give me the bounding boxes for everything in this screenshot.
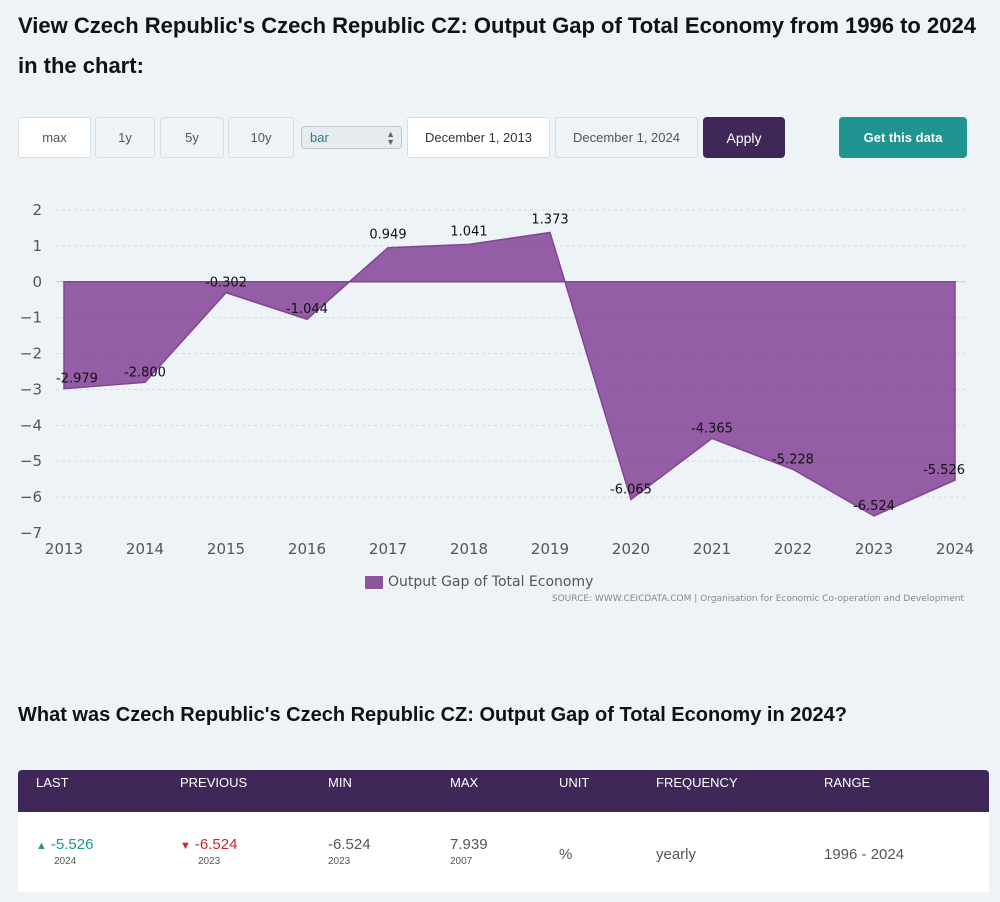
x-tick-label: 2021 xyxy=(693,540,731,558)
y-tick-label: −2 xyxy=(20,345,42,363)
header-last: LAST xyxy=(36,775,69,790)
range-max-button[interactable]: max xyxy=(18,117,91,158)
start-date-input[interactable]: December 1, 2013 xyxy=(407,117,550,158)
chart-x-axis: 2013 2014 2015 2016 2017 2018 2019 2020 2021 2022… xyxy=(45,540,974,558)
x-tick-label: 2019 xyxy=(531,540,569,558)
chart-plot: 210−1−2−3−4−5−6−7 2013 2014 2015 2016 2017 20… xyxy=(20,201,974,558)
x-tick-label: 2013 xyxy=(45,540,83,558)
chart-legend[interactable]: Output Gap of Total Economy xyxy=(365,574,593,590)
x-tick-label: 2014 xyxy=(126,540,164,558)
y-tick-label: −1 xyxy=(20,309,42,327)
stat-previous: ▼ -6.524 2023 xyxy=(180,836,238,867)
y-tick-label: −6 xyxy=(20,488,42,506)
data-label: -2.979 xyxy=(56,372,98,387)
chart-y-axis: 2 1 0 −1 −2 −3 −4 −5 −6 −7 xyxy=(20,201,42,542)
x-tick-label: 2023 xyxy=(855,540,893,558)
output-gap-chart: 2 1 0 −1 −2 −3 −4 −5 −6 −7 2013 2014 2015 2016 2017 20… xyxy=(0,190,1000,620)
range-10y-button[interactable]: 10y xyxy=(228,117,294,158)
stat-last: ▲ -5.526 2024 xyxy=(36,836,94,867)
y-tick-label: −7 xyxy=(20,524,42,542)
series-area-output-gap[interactable] xyxy=(63,231,956,517)
stat-frequency: yearly xyxy=(656,846,697,863)
apply-button[interactable]: Apply xyxy=(703,117,785,158)
data-label: 1.041 xyxy=(450,224,487,239)
y-tick-label: −4 xyxy=(20,416,42,434)
y-tick-label: 1 xyxy=(32,237,42,255)
chart-type-select[interactable]: bar ▲ ▼ xyxy=(301,126,402,149)
header-range: RANGE xyxy=(824,775,871,790)
header-min: MIN xyxy=(328,775,352,790)
chart-type-select-value: bar xyxy=(310,130,329,145)
data-label: -2.800 xyxy=(124,365,166,380)
data-label: -6.524 xyxy=(853,499,895,514)
header-max: MAX xyxy=(450,775,479,790)
data-label: -4.365 xyxy=(691,421,733,436)
up-arrow-icon: ▲ xyxy=(36,840,47,852)
y-tick-label: 0 xyxy=(32,273,42,291)
data-label: -6.065 xyxy=(610,482,652,497)
header-previous: PREVIOUS xyxy=(180,775,248,790)
select-arrows-icon: ▲ ▼ xyxy=(386,128,395,147)
data-label: -5.228 xyxy=(772,452,814,467)
down-arrow-icon: ▼ xyxy=(180,840,191,852)
header-frequency: FREQUENCY xyxy=(656,775,738,790)
stats-row: ▲ -5.526 2024 ▼ -6.524 2023 -6.524 2023 7.… xyxy=(18,812,989,892)
stat-max: 7.939 2007 xyxy=(450,836,488,867)
end-date-input[interactable]: December 1, 2024 xyxy=(555,117,698,158)
data-label: -1.044 xyxy=(286,302,328,317)
chart-data-labels: -2.979 -2.800 -0.302 -1.044 0.949 1.041 1.373 -… xyxy=(56,213,965,514)
data-label: -5.526 xyxy=(923,463,965,478)
x-tick-label: 2018 xyxy=(450,540,488,558)
x-tick-label: 2020 xyxy=(612,540,650,558)
stat-min: -6.524 2023 xyxy=(328,836,371,867)
x-tick-label: 2024 xyxy=(936,540,974,558)
chart-controls: max 1y 5y 10y bar ▲ ▼ December 1, 2013 De… xyxy=(18,117,978,159)
range-5y-button[interactable]: 5y xyxy=(160,117,224,158)
data-label: 1.373 xyxy=(531,213,568,228)
legend-label: Output Gap of Total Economy xyxy=(388,574,594,590)
stat-range: 1996 - 2024 xyxy=(824,846,905,863)
chart-source: SOURCE: WWW.CEICDATA.COM | Organisation … xyxy=(551,594,964,604)
y-tick-label: 2 xyxy=(32,201,42,219)
data-label: 0.949 xyxy=(369,228,406,243)
question-title: What was Czech Republic's Czech Republic… xyxy=(18,704,847,726)
stats-table: LAST PREVIOUS MIN MAX UNIT FREQUENCY RAN… xyxy=(18,770,989,892)
page-title: View Czech Republic's Czech Republic CZ:… xyxy=(18,13,976,78)
header-unit: UNIT xyxy=(559,775,590,790)
stats-header: LAST PREVIOUS MIN MAX UNIT FREQUENCY RAN… xyxy=(18,770,989,812)
y-tick-label: −5 xyxy=(20,452,42,470)
range-1y-button[interactable]: 1y xyxy=(95,117,155,158)
x-tick-label: 2016 xyxy=(288,540,326,558)
y-tick-label: −3 xyxy=(20,380,42,398)
x-tick-label: 2017 xyxy=(369,540,407,558)
x-tick-label: 2015 xyxy=(207,540,245,558)
x-tick-label: 2022 xyxy=(774,540,812,558)
legend-swatch xyxy=(365,575,383,589)
get-this-data-button[interactable]: Get this data xyxy=(839,117,967,158)
stat-unit: % xyxy=(559,846,573,863)
data-label: -0.302 xyxy=(205,276,247,291)
chart-series-area xyxy=(63,231,956,517)
